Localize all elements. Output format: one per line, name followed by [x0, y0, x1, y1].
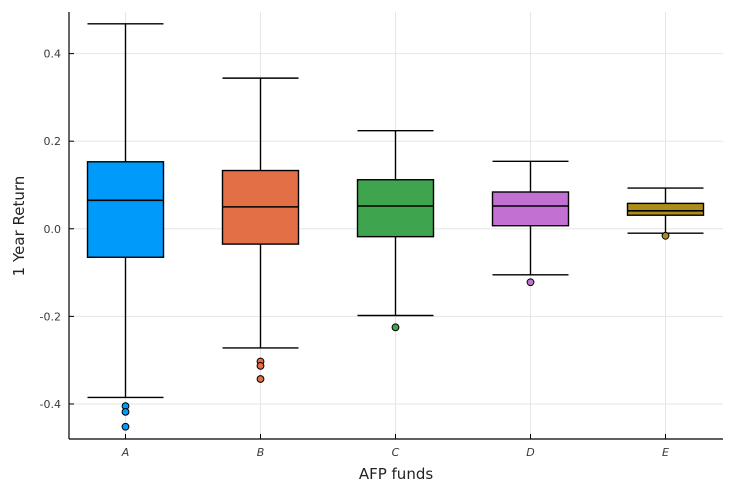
box-b — [221, 77, 300, 383]
outlier-point — [256, 375, 265, 383]
tick-labels: 0.4 0.2 0.0 -0.2 -0.4 A B C D E — [40, 48, 669, 459]
y-tick-label: -0.4 — [40, 398, 61, 411]
x-tick-label: B — [257, 446, 265, 459]
x-tick-label: C — [392, 446, 400, 459]
box-iqr — [491, 191, 570, 227]
box-a — [86, 23, 165, 431]
x-tick-label: D — [526, 446, 534, 459]
y-tick-label: 0.0 — [44, 223, 62, 236]
box-e — [626, 187, 705, 240]
x-tick-label: A — [121, 446, 130, 459]
outlier-point — [391, 323, 400, 332]
y-tick-label: -0.2 — [40, 310, 61, 323]
outlier-point — [121, 422, 130, 431]
box-iqr — [356, 179, 435, 238]
box-series — [86, 23, 705, 431]
box-iqr — [86, 161, 165, 258]
outlier-point — [256, 361, 265, 370]
x-axis-title: AFP funds — [359, 465, 434, 483]
box-c — [356, 129, 435, 332]
y-axis-title: 1 Year Return — [10, 176, 28, 277]
box-d — [491, 160, 570, 287]
x-tick-label: E — [662, 446, 669, 459]
box-iqr — [626, 202, 705, 216]
outlier-point — [121, 407, 130, 416]
y-tick-label: 0.2 — [44, 135, 62, 148]
outlier-point — [526, 278, 535, 287]
outlier-point — [661, 231, 670, 240]
y-tick-label: 0.4 — [44, 48, 62, 61]
